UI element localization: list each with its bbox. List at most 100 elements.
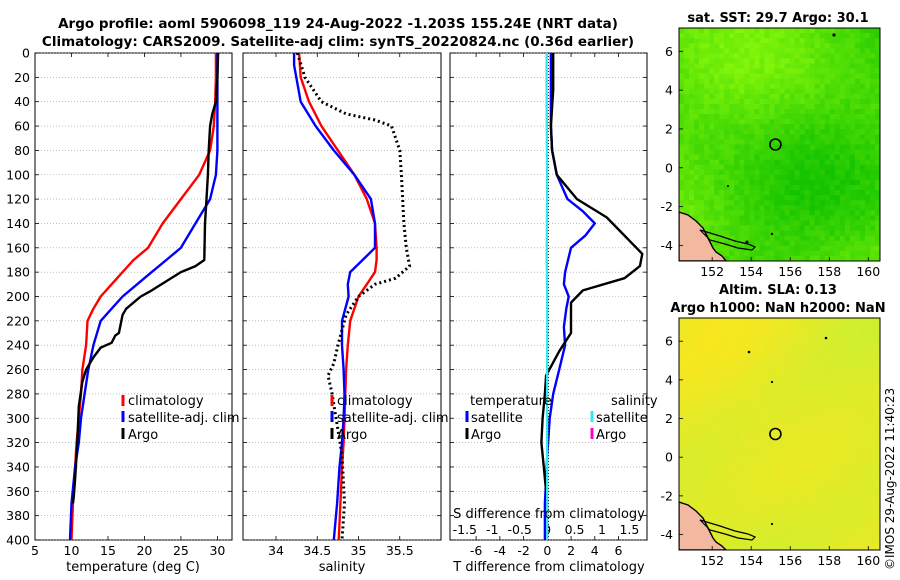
- map-cell: [754, 333, 760, 339]
- map-cell: [824, 464, 831, 470]
- map-cell: [704, 479, 710, 485]
- map-cell: [839, 519, 846, 526]
- map-cell: [794, 363, 801, 369]
- map-cell: [694, 454, 700, 460]
- map-cell: [724, 88, 730, 95]
- map-cell: [754, 33, 760, 39]
- map-cell: [809, 494, 816, 500]
- map-cell: [839, 318, 846, 324]
- map-cell: [874, 388, 880, 395]
- map-cell: [869, 255, 876, 261]
- map-cell: [754, 539, 760, 546]
- map-cell: [679, 439, 685, 445]
- map-cell: [759, 469, 765, 475]
- map-cell: [734, 383, 740, 390]
- map-cell: [839, 149, 846, 156]
- map-cell: [869, 159, 876, 166]
- map-cell: [799, 464, 806, 470]
- map-cell: [829, 338, 836, 344]
- map-cell: [819, 494, 826, 500]
- map-cell: [729, 195, 735, 201]
- map-cell: [779, 323, 785, 329]
- map-cell: [774, 418, 780, 425]
- map-cell: [769, 63, 775, 69]
- map-cell: [844, 159, 851, 166]
- map-cell: [869, 240, 876, 247]
- map-cell: [699, 403, 705, 410]
- map-cell: [819, 393, 826, 400]
- map-cell: [799, 68, 806, 74]
- map-cell: [874, 43, 880, 49]
- map-cell: [844, 343, 851, 349]
- map-cell: [759, 220, 765, 226]
- map-cell: [834, 164, 841, 171]
- map-cell: [704, 124, 710, 130]
- map-cell: [814, 439, 821, 445]
- map-cell: [689, 73, 695, 80]
- map-cell: [734, 149, 740, 156]
- map-cell: [779, 348, 785, 354]
- map-cell: [679, 144, 685, 150]
- map-cell: [734, 43, 740, 49]
- map-cell: [679, 393, 685, 400]
- map-cell: [764, 514, 770, 521]
- map-cell: [834, 368, 841, 374]
- map-cell: [699, 129, 705, 135]
- map-cell: [824, 73, 831, 80]
- map-cell: [869, 454, 876, 460]
- map-cell: [779, 328, 785, 334]
- map-cell: [769, 504, 775, 511]
- map-cell: [849, 124, 856, 130]
- map-cell: [819, 129, 826, 135]
- map-cell: [764, 215, 770, 221]
- map-cell: [794, 68, 801, 74]
- map-cell: [859, 504, 866, 511]
- map-cell: [814, 154, 821, 161]
- map-cell: [714, 28, 720, 34]
- map-cell: [729, 225, 735, 232]
- map-cell: [734, 353, 740, 359]
- map-cell: [759, 73, 765, 80]
- map-cell: [749, 103, 755, 110]
- map-cell: [679, 109, 685, 115]
- map-cell: [779, 245, 785, 252]
- map-cell: [814, 479, 821, 485]
- map-cell: [694, 63, 700, 69]
- map-cell: [854, 338, 861, 344]
- map-cell: [869, 489, 876, 495]
- map-cell: [869, 413, 876, 420]
- map-cell: [804, 454, 811, 460]
- map-cell: [684, 114, 690, 120]
- map-cell: [729, 449, 735, 455]
- map-cell: [794, 338, 801, 344]
- map-cell: [849, 28, 856, 34]
- map-cell: [869, 403, 876, 410]
- map-cell: [734, 93, 740, 100]
- map-cell: [829, 250, 836, 257]
- map-cell: [759, 418, 765, 425]
- map-cell: [729, 393, 735, 400]
- map-cell: [679, 434, 685, 440]
- map-cell: [764, 88, 770, 95]
- map-cell: [849, 383, 856, 390]
- map-cell: [719, 139, 725, 145]
- map-cell: [779, 509, 785, 516]
- map-cell: [729, 444, 735, 450]
- map-cell: [844, 353, 851, 359]
- map-cell: [854, 368, 861, 374]
- map-cell: [799, 393, 806, 400]
- map-cell: [719, 88, 725, 95]
- map-cell: [794, 449, 801, 455]
- map-cell: [869, 464, 876, 470]
- map-cell: [734, 235, 740, 242]
- map-cell: [704, 159, 710, 166]
- map-cell: [774, 373, 780, 379]
- map-cell: [874, 454, 880, 460]
- map-cell: [689, 179, 695, 186]
- map-cell: [744, 499, 750, 506]
- map-cell: [684, 179, 690, 186]
- map-cell: [824, 83, 831, 90]
- map-cell: [864, 408, 871, 415]
- map-cell: [739, 428, 745, 435]
- map-cell: [774, 338, 780, 344]
